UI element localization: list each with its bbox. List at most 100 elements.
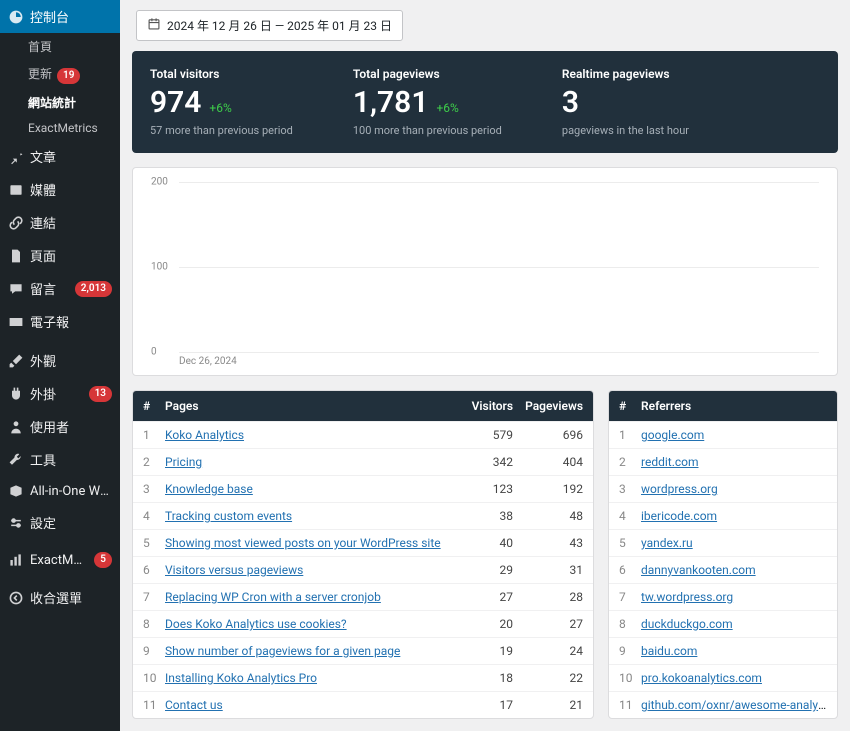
row-pageviews: 48 xyxy=(513,509,583,523)
date-bar: 2024 年 12 月 26 日 — 2025 年 01 月 23 日 xyxy=(132,0,838,51)
sidebar-item-box[interactable]: All-in-One WP Migration xyxy=(0,476,120,506)
page-link[interactable]: Koko Analytics xyxy=(165,428,244,442)
stat-value: 3 xyxy=(562,85,579,120)
referrer-link[interactable]: dannyvankooten.com xyxy=(641,563,756,577)
sidebar-sub-updates[interactable]: 更新 19 xyxy=(0,60,120,89)
row-num: 4 xyxy=(143,509,165,523)
row-visitors: 342 xyxy=(453,455,513,469)
row-visitors: 19 xyxy=(453,644,513,658)
stat-label: Total visitors xyxy=(150,67,293,81)
page-link[interactable]: Does Koko Analytics use cookies? xyxy=(165,617,347,631)
page-link[interactable]: Replacing WP Cron with a server cronjob xyxy=(165,590,381,604)
referrer-link[interactable]: duckduckgo.com xyxy=(641,617,733,631)
row-visitors: 123 xyxy=(453,482,513,496)
plug-icon xyxy=(8,386,24,402)
referrer-link[interactable]: baidu.com xyxy=(641,644,697,658)
sidebar-sub-home[interactable]: 首頁 xyxy=(0,33,120,60)
main-content: 2024 年 12 月 26 日 — 2025 年 01 月 23 日 Tota… xyxy=(120,0,850,731)
row-visitors: 20 xyxy=(453,617,513,631)
chart-icon xyxy=(8,552,24,568)
table-row: 11github.com/oxnr/awesome-analytics xyxy=(609,691,837,718)
table-row: 3Knowledge base123192 xyxy=(133,475,593,502)
table-row: 2reddit.com xyxy=(609,448,837,475)
row-visitors: 17 xyxy=(453,698,513,712)
row-pageviews: 27 xyxy=(513,617,583,631)
sidebar-item-link[interactable]: 連結 xyxy=(0,206,120,239)
sidebar-item-tool[interactable]: 工具 xyxy=(0,443,120,476)
date-range-button[interactable]: 2024 年 12 月 26 日 — 2025 年 01 月 23 日 xyxy=(136,10,403,41)
stat-label: Total pageviews xyxy=(353,67,502,81)
sidebar-item-plug[interactable]: 外掛13 xyxy=(0,377,120,410)
sidebar-sub-sitestats[interactable]: 網站統計 xyxy=(0,89,120,116)
referrer-link[interactable]: github.com/oxnr/awesome-analytics xyxy=(641,698,827,712)
mail-icon xyxy=(8,314,24,330)
row-num: 5 xyxy=(619,536,641,550)
page-icon xyxy=(8,248,24,264)
row-num: 8 xyxy=(619,617,641,631)
stat-sub: pageviews in the last hour xyxy=(562,124,689,137)
referrer-link[interactable]: wordpress.org xyxy=(641,482,718,496)
table-row: 3wordpress.org xyxy=(609,475,837,502)
sidebar-label: ExactMetrics xyxy=(30,553,86,568)
table-row: 7tw.wordpress.org xyxy=(609,583,837,610)
sidebar-sub-exactmetrics[interactable]: ExactMetrics xyxy=(0,116,120,140)
table-row: 7Replacing WP Cron with a server cronjob… xyxy=(133,583,593,610)
referrer-link[interactable]: tw.wordpress.org xyxy=(641,590,733,604)
page-link[interactable]: Contact us xyxy=(165,698,223,712)
sidebar-item-pin[interactable]: 文章 xyxy=(0,140,120,173)
sidebar-item-page[interactable]: 頁面 xyxy=(0,239,120,272)
sidebar-item-collapse[interactable]: 收合選單 xyxy=(0,581,120,614)
referrer-link[interactable]: yandex.ru xyxy=(641,536,693,550)
row-pageviews: 21 xyxy=(513,698,583,712)
page-link[interactable]: Pricing xyxy=(165,455,202,469)
sidebar-item-user[interactable]: 使用者 xyxy=(0,410,120,443)
row-num: 6 xyxy=(143,563,165,577)
referrer-link[interactable]: google.com xyxy=(641,428,704,442)
media-icon xyxy=(8,182,24,198)
sidebar-item-media[interactable]: 媒體 xyxy=(0,173,120,206)
sidebar-item-comment[interactable]: 留言2,013 xyxy=(0,272,120,305)
page-link[interactable]: Visitors versus pageviews xyxy=(165,563,303,577)
link-icon xyxy=(8,215,24,231)
table-row: 11Contact us 1721 xyxy=(133,691,593,718)
stat-pct: +6% xyxy=(209,101,231,115)
tables-row: # Pages Visitors Pageviews 1Koko Analyti… xyxy=(132,390,838,719)
sidebar-item-mail[interactable]: 電子報 xyxy=(0,305,120,338)
pages-table-head: # Pages Visitors Pageviews xyxy=(133,391,593,421)
table-row: 10pro.kokoanalytics.com xyxy=(609,664,837,691)
referrer-link[interactable]: pro.kokoanalytics.com xyxy=(641,671,762,685)
pages-table: # Pages Visitors Pageviews 1Koko Analyti… xyxy=(132,390,594,719)
page-link[interactable]: Installing Koko Analytics Pro xyxy=(165,671,317,685)
page-link[interactable]: Showing most viewed posts on your WordPr… xyxy=(165,536,441,550)
sidebar-item-brush[interactable]: 外觀 xyxy=(0,344,120,377)
sidebar-label: 文章 xyxy=(30,147,112,166)
page-link[interactable]: Show number of pageviews for a given pag… xyxy=(165,644,400,658)
dashboard-icon xyxy=(8,9,24,25)
table-row: 6Visitors versus pageviews2931 xyxy=(133,556,593,583)
referrer-link[interactable]: reddit.com xyxy=(641,455,699,469)
sidebar-item-settings[interactable]: 設定 xyxy=(0,506,120,539)
table-row: 4ibericode.com xyxy=(609,502,837,529)
stats-summary: Total visitors974+6%57 more than previou… xyxy=(132,51,838,153)
sidebar-label: All-in-One WP Migration xyxy=(30,484,112,499)
sidebar-label: 頁面 xyxy=(30,246,112,265)
sidebar-label: 連結 xyxy=(30,213,112,232)
page-link[interactable]: Tracking custom events xyxy=(165,509,292,523)
stat-pct: +6% xyxy=(436,101,458,115)
calendar-icon xyxy=(147,17,161,34)
row-num: 1 xyxy=(619,428,641,442)
brush-icon xyxy=(8,353,24,369)
stat-block: Realtime pageviews3pageviews in the last… xyxy=(562,67,689,137)
sidebar-label: 設定 xyxy=(30,513,112,532)
referrer-link[interactable]: ibericode.com xyxy=(641,509,717,523)
row-num: 3 xyxy=(143,482,165,496)
table-row: 5yandex.ru xyxy=(609,529,837,556)
sidebar-item-chart[interactable]: ExactMetrics 5 xyxy=(0,545,120,575)
row-num: 11 xyxy=(143,698,165,712)
page-link[interactable]: Knowledge base xyxy=(165,482,253,496)
chart-area: 0100200 xyxy=(179,182,819,352)
table-row: 1Koko Analytics579696 xyxy=(133,421,593,448)
sidebar-item-dashboard[interactable]: 控制台 xyxy=(0,0,120,33)
row-num: 5 xyxy=(143,536,165,550)
sidebar-badge: 5 xyxy=(94,552,112,568)
